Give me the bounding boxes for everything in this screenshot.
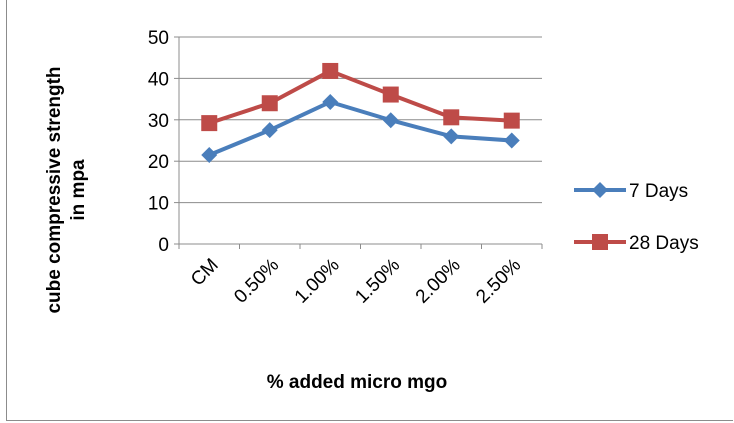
x-tick-label: 2.50% (472, 255, 525, 308)
data-point-28-days (201, 115, 218, 132)
series-group (201, 62, 520, 163)
legend-marker-square (592, 234, 608, 250)
y-tick-label: 30 (148, 111, 169, 132)
y-tick-label: 10 (148, 194, 169, 215)
data-point-7-days (322, 93, 339, 110)
data-point-28-days (322, 62, 339, 79)
y-tick-label: 20 (148, 152, 169, 173)
legend-item-28-days: 28 Days (574, 233, 699, 254)
data-point-28-days (382, 86, 399, 103)
data-point-28-days (443, 109, 460, 126)
x-tick-label: 1.50% (351, 255, 404, 308)
x-axis: CM 0.50% 1.00% 1.50% 2.00% 2.50% (187, 255, 525, 308)
y-tick-label: 40 (148, 69, 169, 90)
legend-label-28-days: 28 Days (629, 233, 699, 254)
series-line-28-days (208, 68, 512, 126)
gridlines (174, 36, 543, 249)
legend: 7 Days 28 Days (574, 181, 699, 254)
data-point-28-days (261, 95, 278, 112)
x-tick-label: 1.00% (291, 255, 344, 308)
chart-frame (6, 0, 733, 421)
x-tick-label: 0.50% (230, 255, 283, 308)
data-point-7-days (201, 146, 218, 163)
x-tick-label: CM (187, 255, 223, 291)
x-tick-label: 2.00% (412, 255, 465, 308)
x-axis-title: % added micro mgo (267, 372, 448, 393)
series-line-7-days (208, 99, 512, 157)
y-tick-label: 0 (158, 235, 169, 256)
y-axis: 0 10 20 30 40 50 (148, 28, 169, 256)
data-point-28-days (503, 112, 520, 129)
data-point-7-days (261, 122, 278, 139)
data-point-7-days (503, 132, 520, 149)
legend-item-7-days: 7 Days (574, 181, 688, 202)
legend-marker-diamond (592, 182, 608, 198)
y-axis-title: cube compressive strength in mpa (44, 66, 89, 313)
data-point-7-days (443, 128, 460, 145)
legend-label-7-days: 7 Days (629, 181, 688, 202)
data-point-7-days (382, 112, 399, 129)
y-tick-label: 50 (148, 28, 169, 49)
